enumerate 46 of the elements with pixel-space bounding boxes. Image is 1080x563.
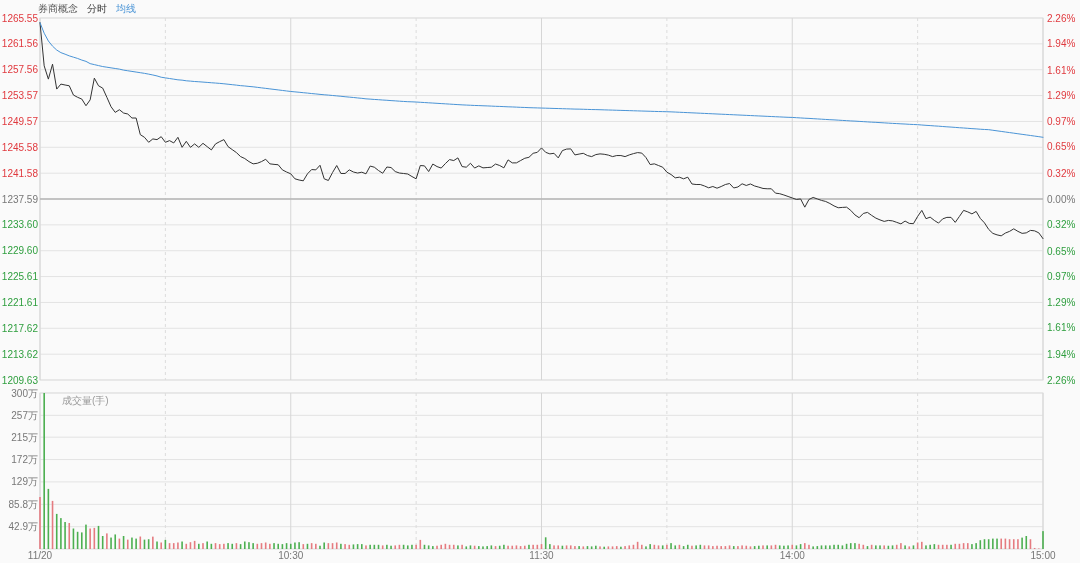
- y-tick-label: 42.9万: [8, 521, 38, 533]
- y-tick-label: 1261.56: [1, 38, 39, 50]
- y-tick-label: 1241.58: [1, 167, 39, 179]
- y2-tick-label: 0.32%: [1047, 167, 1076, 179]
- y2-tick-label: 1.94%: [1047, 348, 1076, 360]
- y-tick-label: 1209.63: [1, 374, 39, 386]
- y-tick-label: 1249.57: [1, 115, 39, 127]
- y2-tick-label: 0.97%: [1047, 271, 1076, 283]
- line-series: [39, 22, 1044, 138]
- y2-tick-label: 1.29%: [1047, 296, 1076, 308]
- y2-tick-label: 1.61%: [1047, 322, 1076, 334]
- y2-tick-label: 1.61%: [1047, 64, 1076, 76]
- y-tick-label: 1257.56: [1, 64, 39, 76]
- y-tick-label: 1237.59: [1, 193, 39, 205]
- y2-tick-label: 0.32%: [1047, 219, 1076, 231]
- y-tick-label: 1213.62: [1, 348, 39, 360]
- y-tick-label: 1245.58: [1, 141, 39, 153]
- y-tick-label: 1217.62: [1, 322, 39, 334]
- y-tick-label: 1221.61: [1, 296, 39, 308]
- y-tick-label: 1225.61: [1, 271, 39, 283]
- x-tick-label: 10:30: [278, 550, 304, 561]
- y-tick-label: 1233.60: [1, 219, 39, 231]
- y-tick-label: 257万: [11, 409, 38, 421]
- y-tick-label: 300万: [11, 387, 38, 399]
- y2-tick-label: 1.29%: [1047, 90, 1076, 102]
- x-tick-label: 11:30: [529, 550, 555, 561]
- y2-tick-label: 2.26%: [1047, 12, 1076, 24]
- x-tick-label: 11/20: [27, 550, 53, 561]
- chart-title: 成交量(手): [62, 395, 109, 406]
- y2-tick-label: 0.00%: [1047, 193, 1076, 205]
- y2-tick-label: 0.97%: [1047, 115, 1076, 127]
- y2-tick-label: 2.26%: [1047, 374, 1076, 386]
- y2-tick-label: 0.65%: [1047, 245, 1076, 257]
- y-tick-label: 129万: [11, 476, 38, 488]
- y-tick-label: 172万: [11, 454, 38, 466]
- y-tick-label: 85.8万: [8, 498, 38, 510]
- line-series: [39, 22, 1044, 240]
- y-tick-label: 1265.55: [1, 12, 39, 24]
- header: 券商概念 分时 均线: [38, 3, 136, 14]
- x-tick-label: 14:00: [779, 550, 806, 561]
- y2-tick-label: 0.65%: [1047, 141, 1076, 153]
- x-tick-label: 15:00: [1030, 550, 1056, 561]
- y-tick-label: 215万: [11, 431, 38, 443]
- y-tick-label: 1229.60: [1, 245, 39, 257]
- y2-tick-label: 1.94%: [1047, 38, 1076, 50]
- y-tick-label: 1253.57: [1, 90, 39, 102]
